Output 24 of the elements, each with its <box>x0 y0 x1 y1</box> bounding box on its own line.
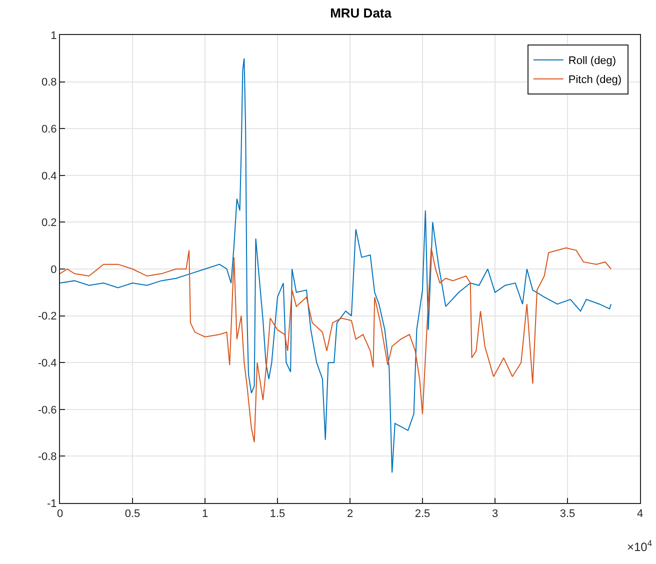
x-tick-label: 3.5 <box>560 508 576 520</box>
text: ×10$^{4}$ <box>627 538 652 554</box>
x-tick-label: 1 <box>202 508 208 520</box>
x-tick-label: 2 <box>346 508 354 520</box>
x-tick-label: 3 <box>492 508 498 520</box>
y-tick-label: 0.8 <box>42 76 57 89</box>
y-tick-label: -0.2 <box>38 310 57 323</box>
y-tick-label: 1 <box>50 30 57 42</box>
y-tick-label: -1 <box>47 498 57 510</box>
y-tick-label: 0.4 <box>42 170 57 182</box>
x-tick-label: 0.5 <box>124 508 140 520</box>
legend-label: Roll (deg) <box>568 55 616 68</box>
chart-title: MRU Data <box>330 6 392 21</box>
y-tick-label: -0.4 <box>38 357 57 370</box>
legend-label: Pitch (deg) <box>568 74 622 86</box>
y-tick-label: 0.6 <box>42 123 57 136</box>
x-tick-label: 1.5 <box>270 508 286 520</box>
x-tick-label: 4 <box>636 508 644 520</box>
line-series <box>60 247 612 443</box>
x-tick-label: 2.5 <box>414 508 430 520</box>
y-tick-label: -0.6 <box>38 404 57 416</box>
y-tick-label: 0 <box>50 264 57 276</box>
y-tick-label: -0.8 <box>38 451 57 464</box>
y-tick-label: 0.2 <box>42 217 57 230</box>
